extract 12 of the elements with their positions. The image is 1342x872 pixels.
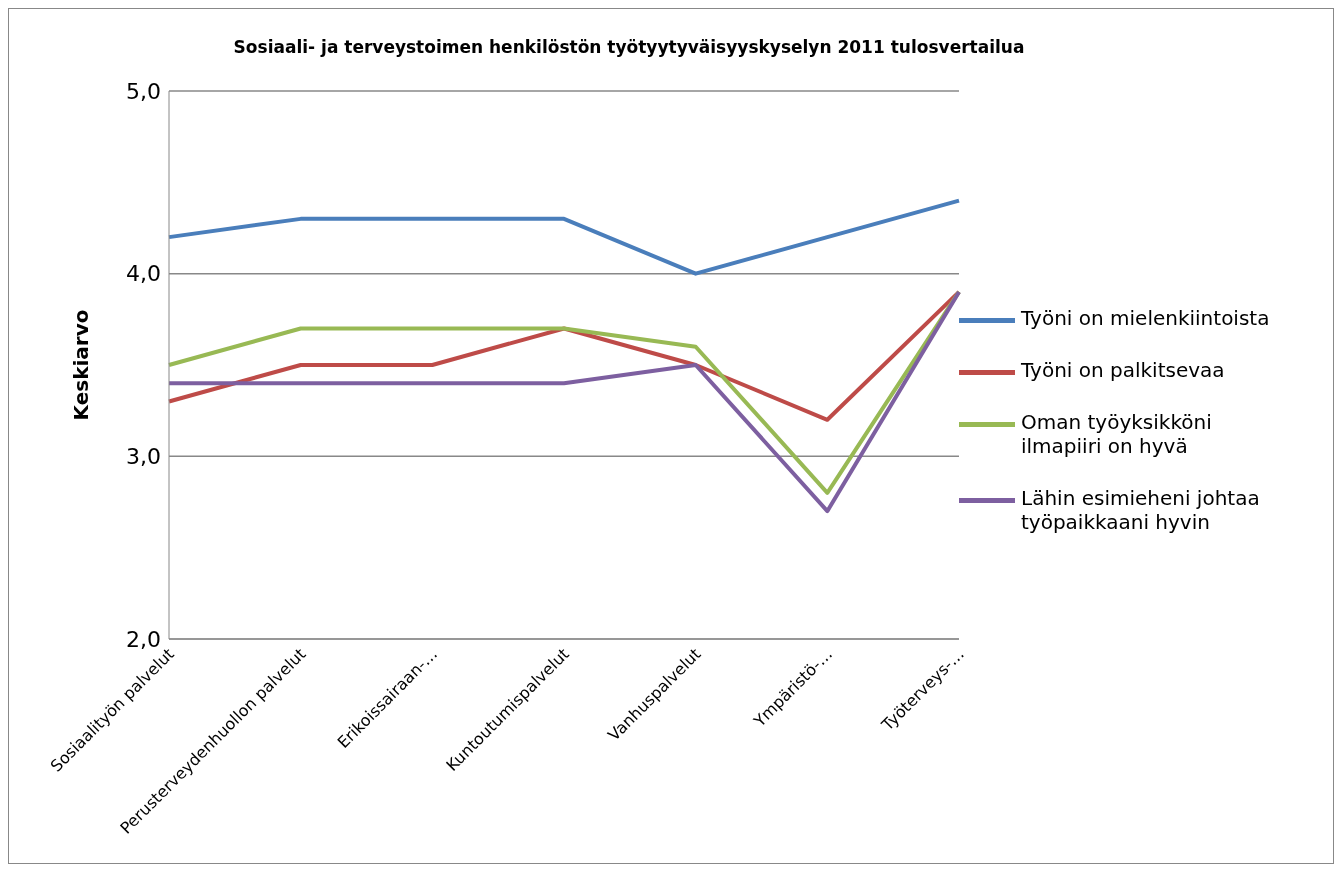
y-tick-label: 5,0 (126, 78, 161, 104)
line-series (167, 198, 961, 276)
legend-label: Oman työyksikköni ilmapiiri on hyvä (1021, 410, 1213, 458)
y-tick-label: 2,0 (126, 626, 161, 652)
legend-label: Työni on palkitsevaa (1021, 358, 1226, 382)
y-tick-label: 4,0 (126, 261, 161, 287)
chart-title: Sosiaali- ja terveystoimen henkilöstön työtyytyväisyyskyselyn 2011 tulosvertailua (232, 37, 1026, 57)
legend-label: Työni on mielenkiintoista (1021, 306, 1271, 330)
y-tick-label: 3,0 (126, 444, 161, 470)
y-axis-title: Keskiarvo (69, 309, 94, 421)
legend-label: Lähin esimieheni johtaa työpaikkaani hyvin (1021, 486, 1261, 534)
line-series (167, 289, 961, 422)
